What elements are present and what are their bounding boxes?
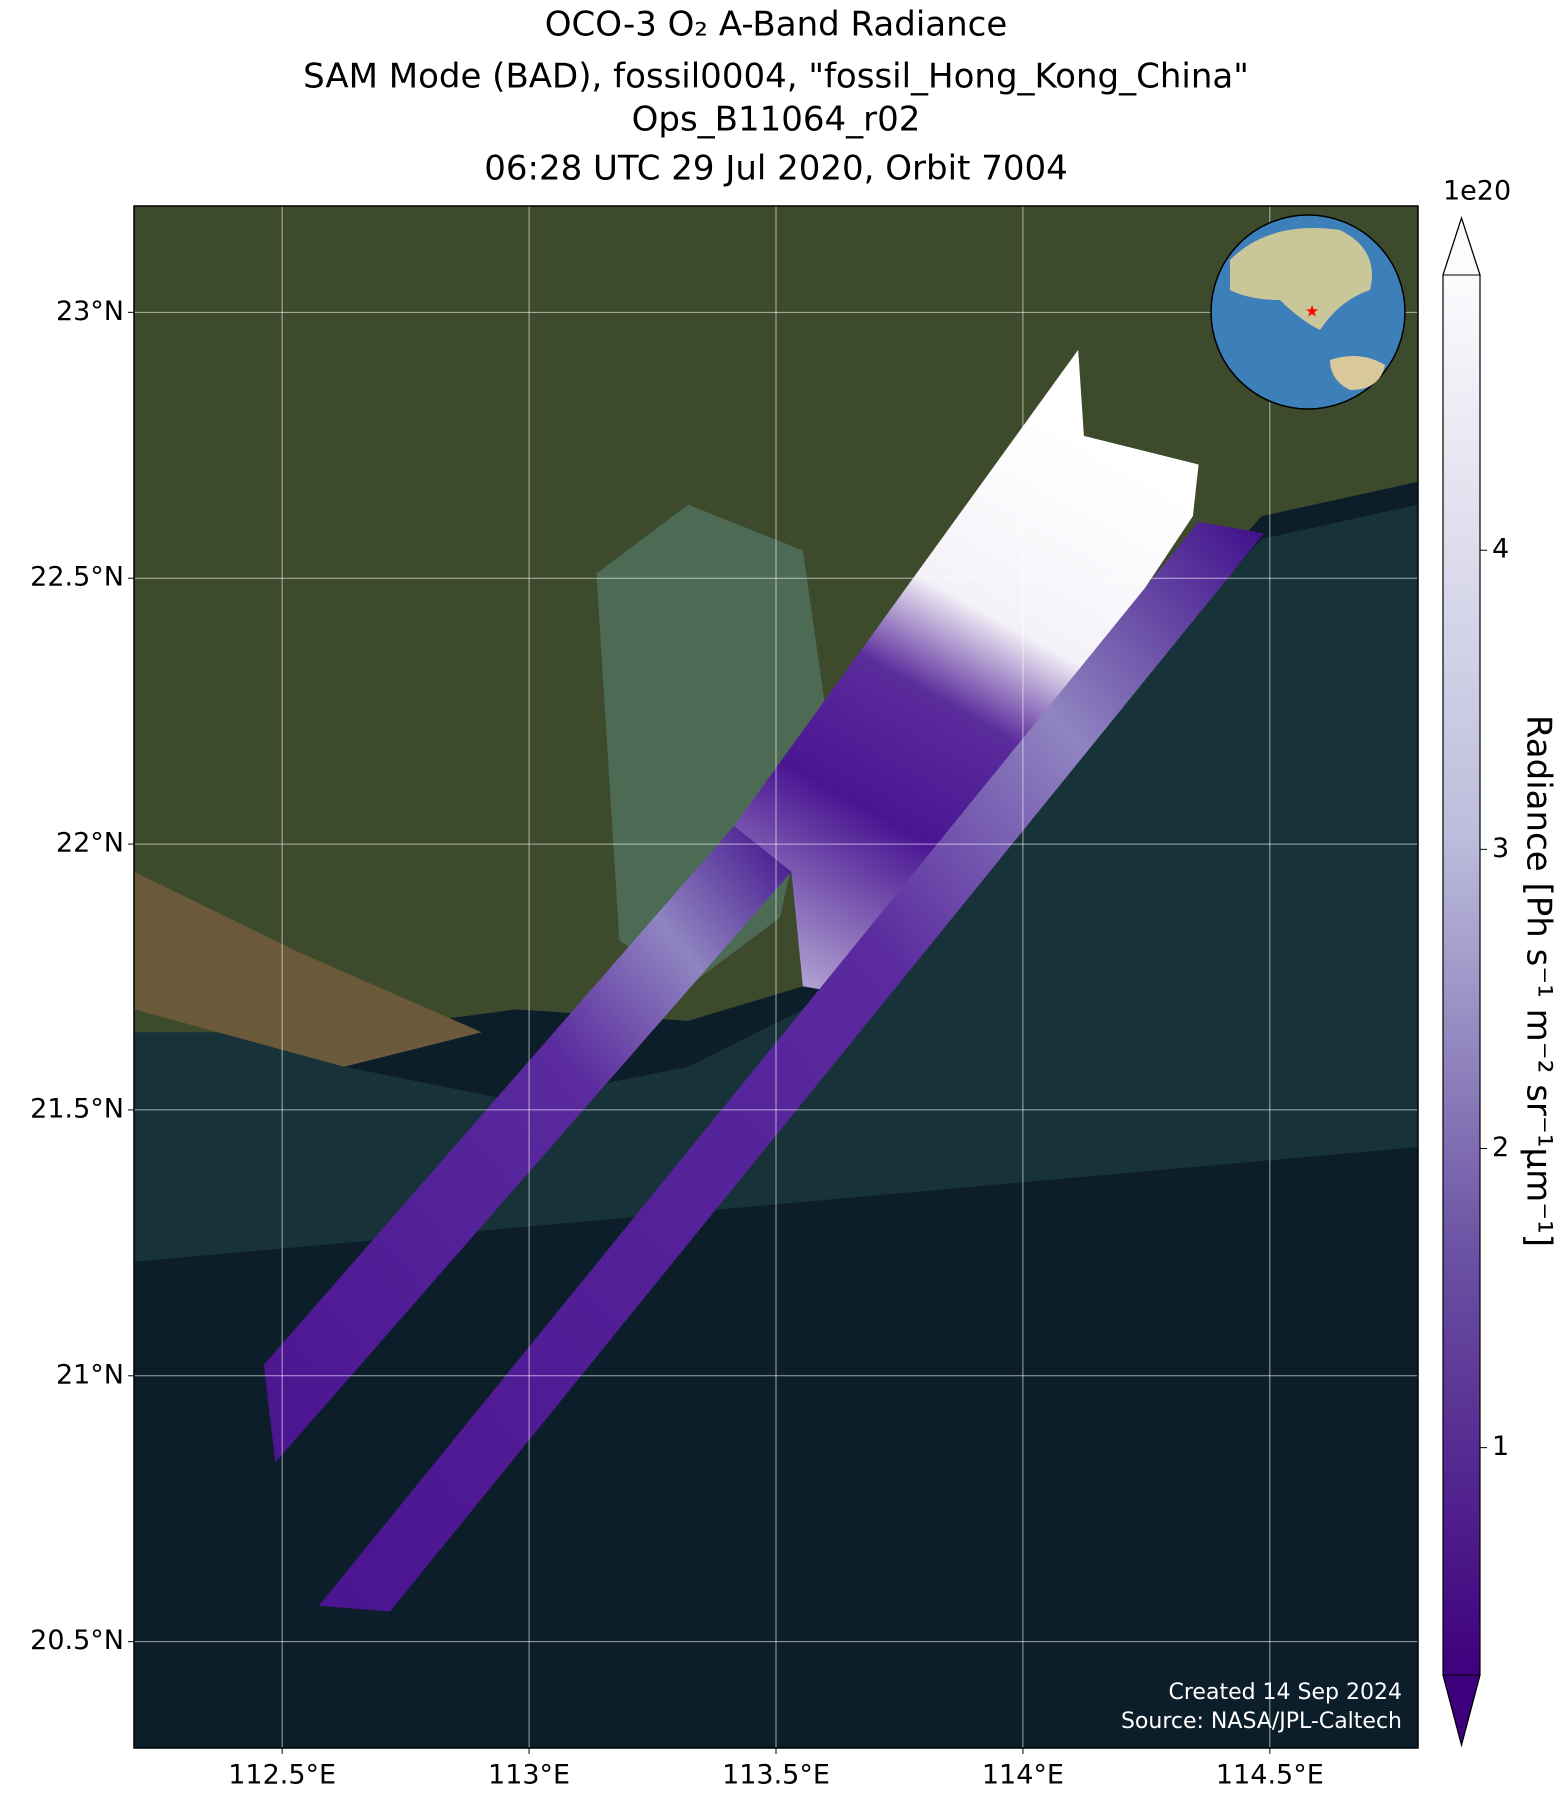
credit: Created 14 Sep 2024	[1169, 1680, 1403, 1705]
x-tick-label: 113°E	[488, 1760, 570, 1791]
globe-land	[1230, 228, 1372, 330]
y-tick-label: 22°N	[56, 828, 124, 859]
y-tick-label: 20.5°N	[30, 1625, 124, 1656]
title-line: 06:28 UTC 29 Jul 2020, Orbit 7004	[484, 149, 1067, 189]
colorbar-tick-label: 3	[1492, 833, 1509, 864]
x-tick-label: 112.5°E	[228, 1760, 336, 1791]
title-line: OCO-3 O₂ A-Band Radiance	[545, 5, 1008, 45]
y-tick-label: 23°N	[56, 296, 124, 327]
colorbar: 1 2 3 4 1e20 Radiance [Ph s⁻¹ m⁻² sr⁻¹μm⁻¹]	[1442, 176, 1559, 1748]
x-tick-label: 113.5°E	[722, 1760, 830, 1791]
y-tick-label: 22.5°N	[30, 562, 124, 593]
colorbar-extend-top	[1442, 216, 1481, 276]
colorbar-label: Radiance [Ph s⁻¹ m⁻² sr⁻¹μm⁻¹]	[1519, 715, 1559, 1247]
colorbar-extend-bottom	[1442, 1674, 1481, 1747]
title-line: Ops_B11064_r02	[632, 100, 921, 140]
x-tick-label: 114.5°E	[1216, 1760, 1324, 1791]
title-line: SAM Mode (BAD), fossil0004, "fossil_Hong…	[303, 57, 1249, 97]
swath	[318, 521, 1264, 1612]
globe-marker: ★	[1305, 302, 1319, 321]
globe-land	[1330, 356, 1385, 390]
y-tick-label: 21.5°N	[30, 1093, 124, 1124]
title: OCO-3 O₂ A-Band Radiance SAM Mode (BAD),…	[303, 5, 1249, 189]
y-tick-label: 21°N	[56, 1359, 124, 1390]
credit: Source: NASA/JPL-Caltech	[1121, 1709, 1402, 1734]
colorbar-multiplier: 1e20	[1443, 176, 1511, 207]
colorbar-outline	[1442, 216, 1481, 1748]
x-tick-label: 114°E	[982, 1760, 1064, 1791]
inset-globe: ★	[1210, 214, 1406, 410]
swath	[263, 825, 792, 1463]
coastal-water	[134, 504, 1418, 1262]
colorbar-scale	[1443, 275, 1480, 1675]
colorbar-tick-label: 1	[1492, 1431, 1509, 1462]
swath	[734, 349, 1199, 998]
credits: Created 14 Sep 2024 Source: NASA/JPL-Cal…	[1121, 1680, 1402, 1734]
sediment	[134, 871, 482, 1067]
colorbar-tick-label: 2	[1492, 1132, 1509, 1163]
colorbar-tick-label: 4	[1492, 534, 1509, 565]
map-frame	[133, 205, 1419, 1749]
axes: 112.5°E 113°E 113.5°E 114°E 114.5°E 20.5°N 21°…	[30, 206, 1418, 1791]
